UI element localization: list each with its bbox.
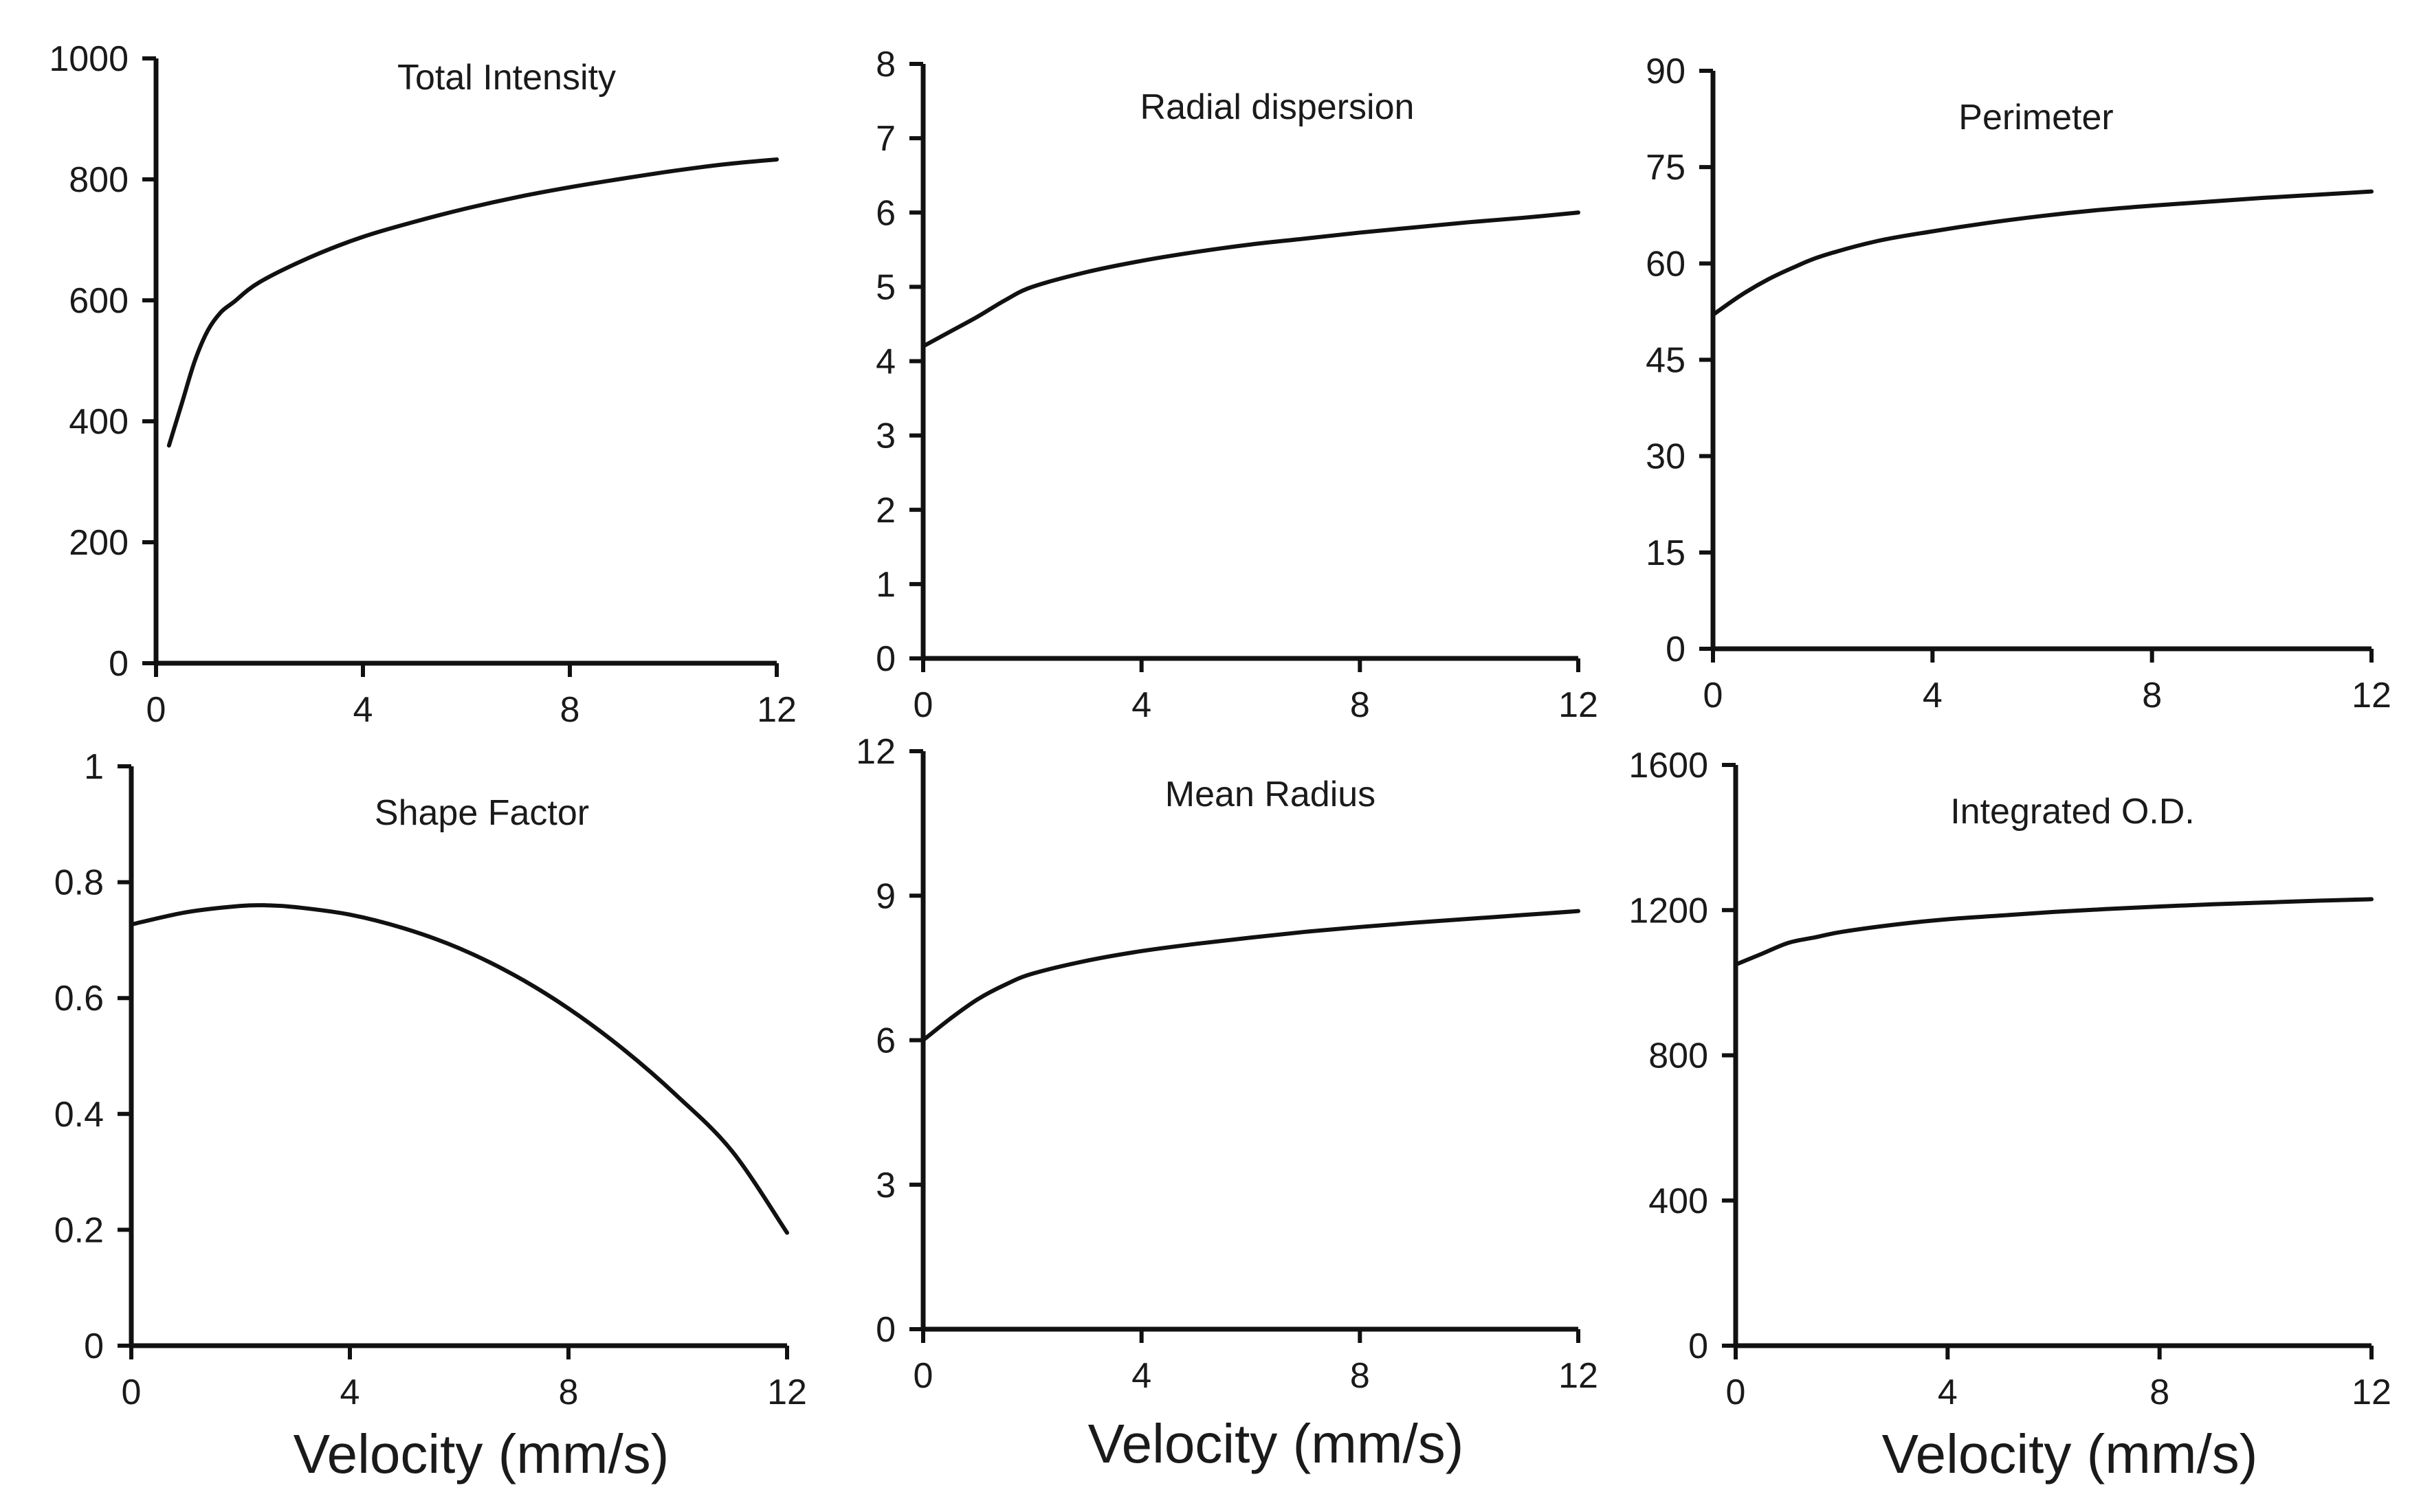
y-tick-label: 0.8	[54, 863, 104, 903]
x-tick-label: 0	[914, 685, 933, 725]
x-tick-label: 4	[1938, 1372, 1958, 1412]
chart-title: Radial dispersion	[1140, 87, 1415, 127]
y-tick-label: 3	[876, 416, 896, 456]
x-tick-label: 0	[914, 1356, 933, 1396]
x-tick-label: 8	[559, 1372, 579, 1412]
y-tick-label: 5	[876, 267, 896, 307]
y-tick-label: 3	[876, 1166, 896, 1205]
chart-title: Mean Radius	[1165, 775, 1375, 814]
y-tick-label: 6	[876, 1021, 896, 1061]
y-tick-label: 90	[1646, 52, 1685, 91]
x-tick-label: 12	[767, 1372, 807, 1412]
x-tick-label: 0	[1703, 676, 1723, 715]
x-tick-label: 8	[560, 690, 580, 730]
y-tick-label: 0	[1688, 1326, 1708, 1366]
x-axis-label-center: Velocity (mm/s)	[1087, 1413, 1464, 1474]
chart-panel-integrated-od: 0 400 800 1200 1600 0 4 8 12 Integrated O.D.	[1628, 746, 2391, 1412]
series-line	[921, 909, 1580, 1043]
x-tick-label: 4	[1131, 685, 1151, 725]
y-tick-label: 0	[876, 639, 896, 679]
y-tick-label: 400	[69, 402, 129, 442]
x-tick-label: 0	[146, 690, 166, 730]
x-tick-label: 8	[2142, 676, 2162, 715]
y-tick-label: 7	[876, 119, 896, 159]
y-tick-label: 6	[876, 193, 896, 233]
y-tick-label: 1000	[49, 39, 129, 79]
x-tick-label: 8	[1350, 685, 1370, 725]
y-tick-label: 2	[876, 491, 896, 531]
y-tick-label: 0.6	[54, 979, 104, 1019]
y-tick-label: 15	[1646, 533, 1685, 573]
x-tick-label: 4	[1923, 676, 1943, 715]
x-tick-label: 12	[757, 690, 797, 730]
y-tick-label: 12	[856, 732, 896, 772]
chart-panel-total-intensity: 0 200 400 600 800 1000 0 4 8 12 Total Intensity	[49, 39, 797, 730]
y-tick-label: 30	[1646, 437, 1685, 477]
chart-panel-shape-factor: 0 0.2 0.4 0.6 0.8 1 0 4 8 12 Shape Factor	[54, 747, 807, 1412]
y-tick-label: 800	[1648, 1036, 1708, 1076]
x-tick-label: 4	[1131, 1356, 1151, 1396]
y-tick-label: 4	[876, 342, 896, 382]
y-tick-label: 0	[84, 1326, 104, 1366]
y-tick-label: 800	[69, 160, 129, 200]
y-tick-label: 8	[876, 45, 896, 85]
series-line	[921, 210, 1580, 348]
x-tick-label: 12	[2352, 1372, 2391, 1412]
x-tick-label: 8	[2149, 1372, 2169, 1412]
x-tick-label: 0	[1726, 1372, 1746, 1412]
series-line	[129, 903, 789, 1235]
x-tick-label: 12	[1558, 685, 1598, 725]
y-tick-label: 0.2	[54, 1210, 104, 1250]
x-axis-label-left: Velocity (mm/s)	[293, 1423, 670, 1485]
series-line	[166, 157, 779, 448]
y-tick-label: 60	[1646, 244, 1685, 284]
series-line	[1711, 189, 2374, 318]
chart-title: Total Intensity	[397, 58, 616, 98]
y-tick-label: 200	[69, 523, 129, 563]
chart-title: Integrated O.D.	[1950, 792, 2195, 832]
x-tick-label: 4	[340, 1372, 360, 1412]
y-tick-label: 45	[1646, 341, 1685, 381]
y-tick-label: 9	[876, 876, 896, 916]
x-tick-label: 8	[1350, 1356, 1370, 1396]
y-tick-label: 75	[1646, 148, 1685, 188]
x-axis-label-right: Velocity (mm/s)	[1881, 1423, 2258, 1485]
x-tick-label: 4	[353, 690, 373, 730]
y-tick-label: 1200	[1628, 891, 1708, 931]
y-tick-label: 1	[876, 565, 896, 605]
y-tick-label: 600	[69, 281, 129, 321]
y-tick-label: 0.4	[54, 1095, 104, 1135]
y-tick-label: 1600	[1628, 746, 1708, 786]
y-tick-label: 0	[876, 1310, 896, 1350]
y-tick-label: 1	[84, 747, 104, 787]
y-tick-label: 0	[109, 644, 129, 684]
y-tick-label: 400	[1648, 1181, 1708, 1221]
x-tick-label: 0	[122, 1372, 142, 1412]
chart-title: Shape Factor	[375, 793, 589, 833]
series-line	[1734, 897, 2374, 967]
chart-panel-perimeter: 0 15 30 45 60 75 90 0 4 8 12 Perimeter	[1646, 52, 2391, 715]
chart-title: Perimeter	[1958, 98, 2113, 137]
chart-panel-mean-radius: 0 3 6 9 12 0 4 8 12 Mean Radius	[856, 732, 1598, 1396]
y-tick-label: 0	[1666, 630, 1685, 669]
x-tick-label: 12	[1558, 1356, 1598, 1396]
x-tick-label: 12	[2352, 676, 2391, 715]
